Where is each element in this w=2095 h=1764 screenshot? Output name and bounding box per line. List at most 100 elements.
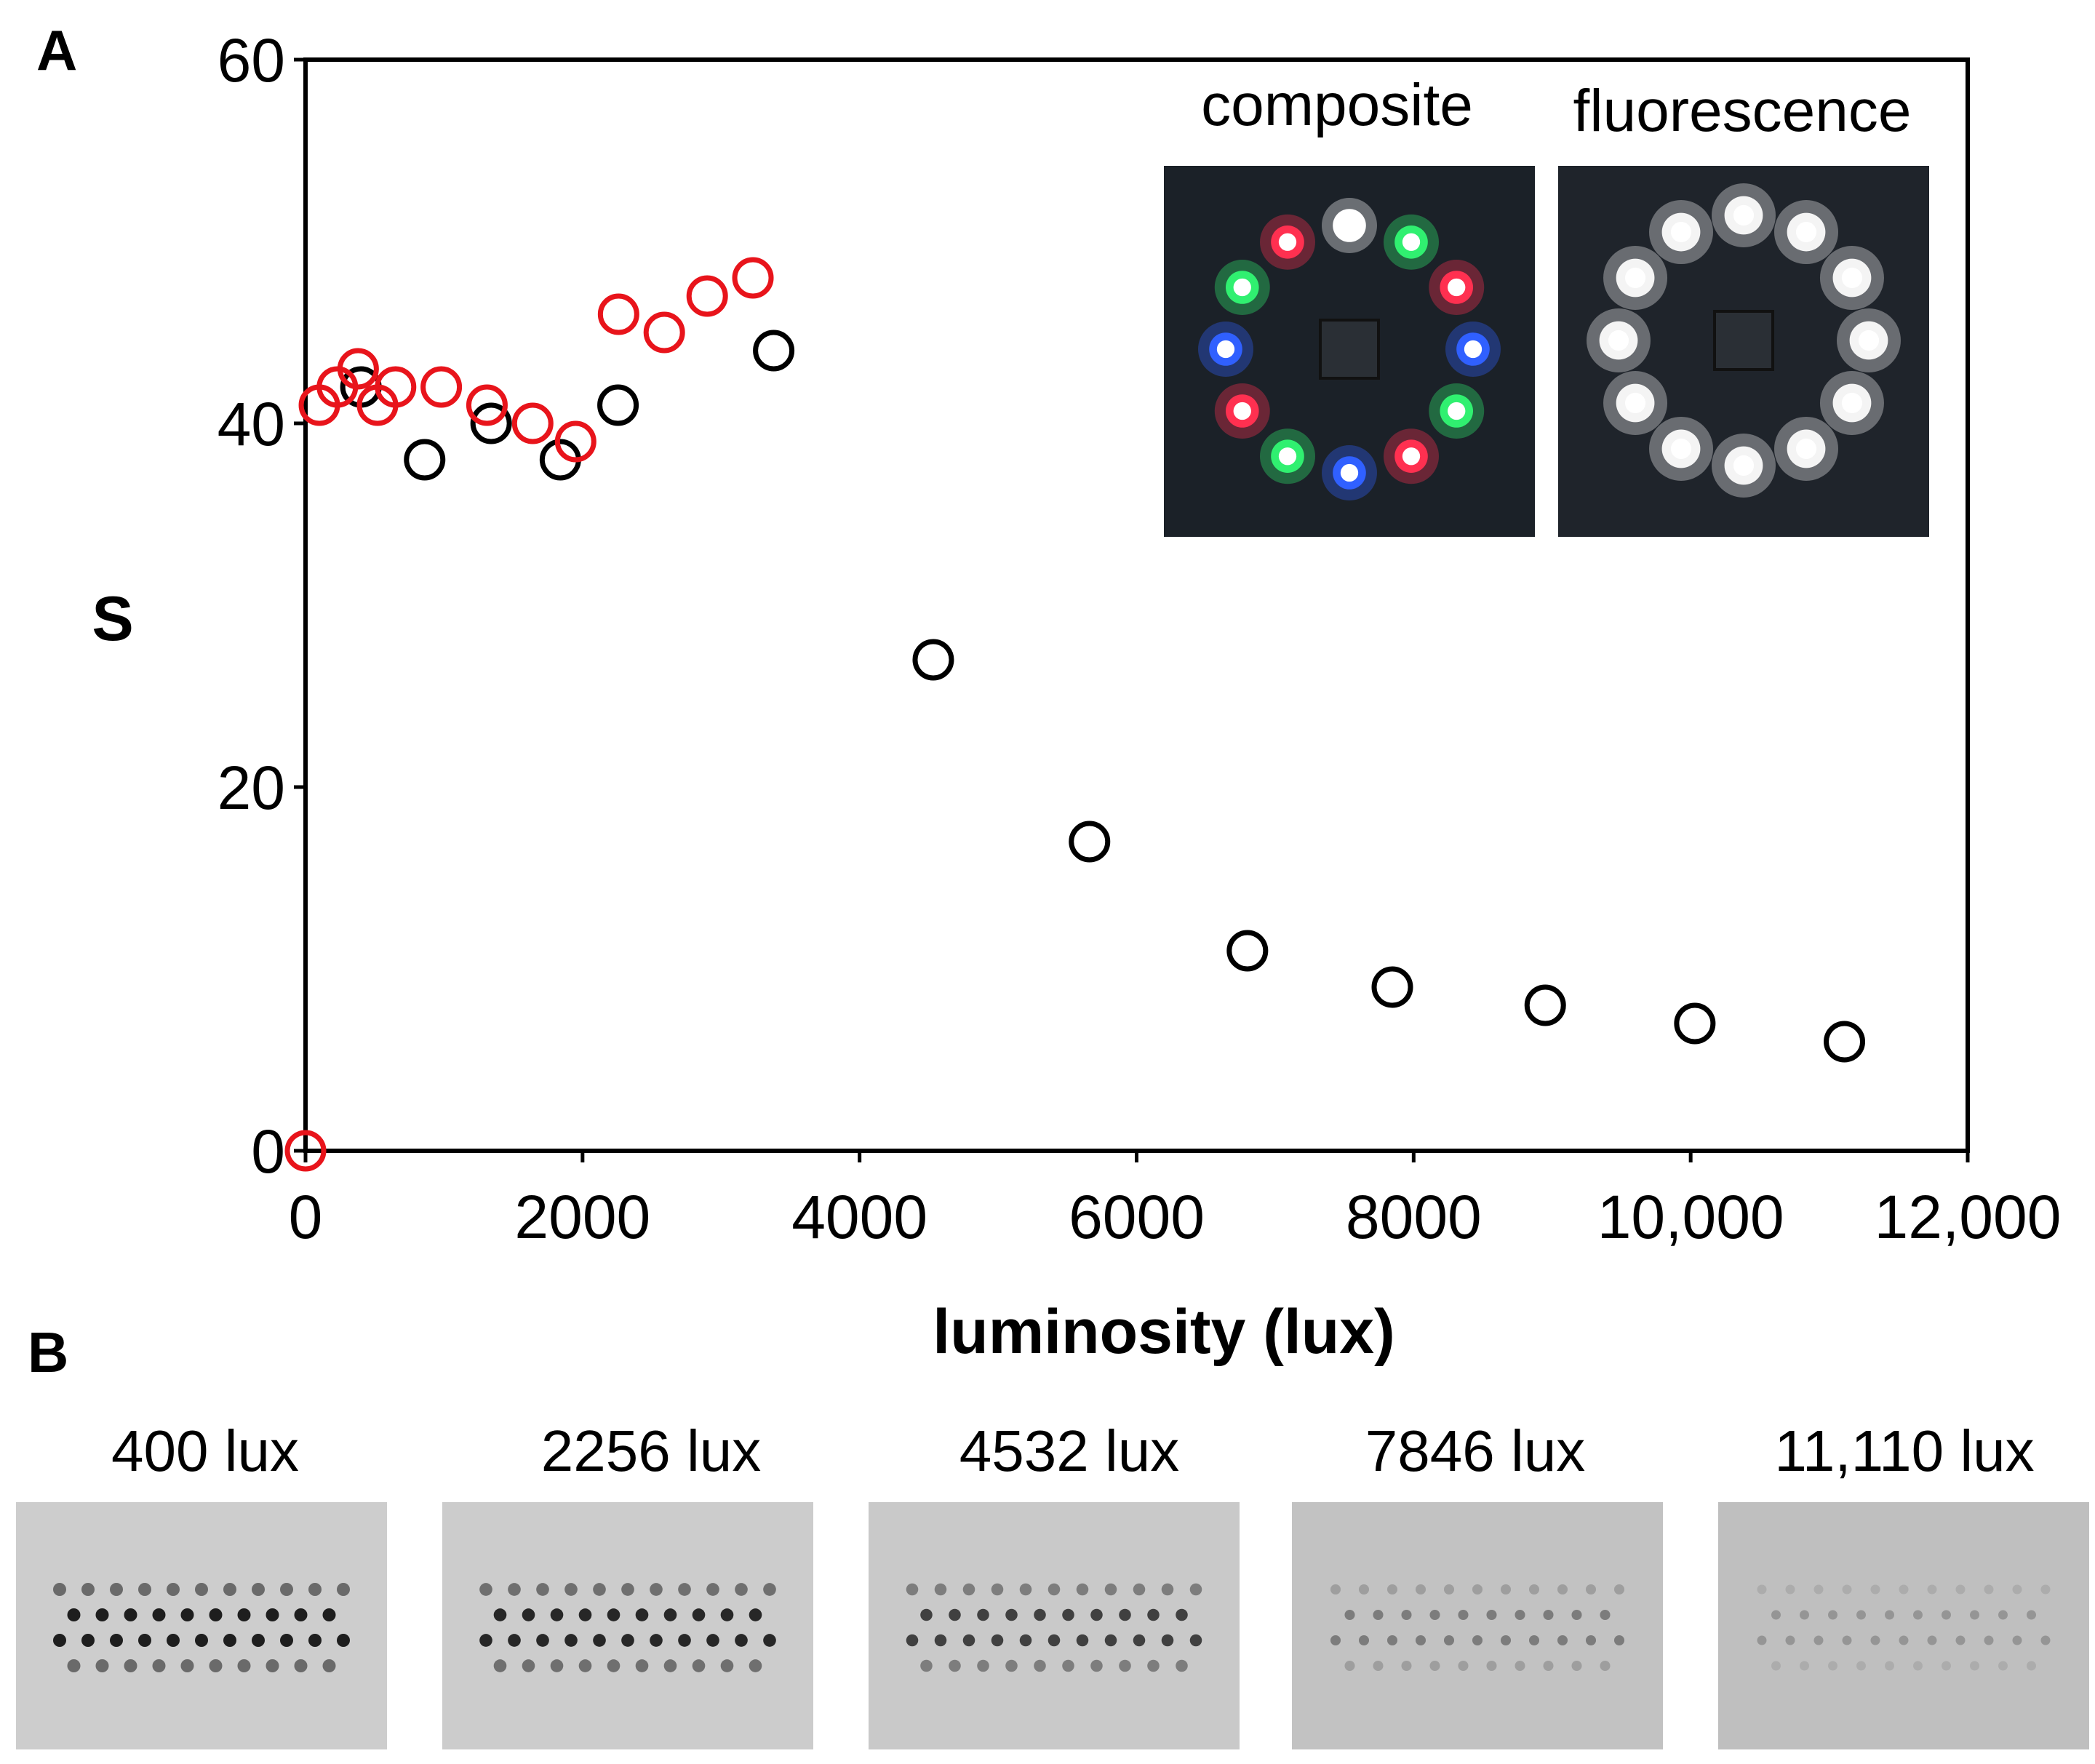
array-dot <box>1344 1609 1355 1621</box>
array-dot <box>1330 1635 1341 1646</box>
array-dot <box>1856 1661 1866 1671</box>
led-core <box>1340 216 1359 235</box>
array-dot <box>493 1608 507 1621</box>
array-dot <box>1358 1584 1370 1595</box>
array-dot <box>1571 1609 1582 1621</box>
array-dot <box>1472 1584 1483 1595</box>
x-tick-label: 12,000 <box>1875 1183 2062 1251</box>
array-dot <box>1828 1610 1837 1620</box>
led-core <box>1624 267 1646 289</box>
array-dot <box>1429 1609 1440 1621</box>
array-dot <box>1970 1610 1979 1620</box>
data-point-series-2 <box>643 311 685 354</box>
array-dot <box>1800 1610 1809 1620</box>
array-dot <box>180 1608 194 1621</box>
array-dot <box>593 1634 606 1647</box>
array-dot <box>1998 1661 2008 1671</box>
array-dot <box>749 1608 762 1621</box>
array-dot <box>1557 1635 1568 1646</box>
array-dot <box>1600 1609 1611 1621</box>
array-dot <box>1119 1659 1131 1672</box>
array-dot <box>1090 1659 1103 1672</box>
led-core <box>1670 221 1692 243</box>
array-dot <box>949 1608 961 1621</box>
array-dot <box>308 1634 322 1647</box>
led-core <box>1448 402 1466 420</box>
array-dot <box>977 1608 989 1621</box>
array-dot <box>536 1634 549 1647</box>
array-dot <box>550 1608 564 1621</box>
array-dot <box>138 1583 151 1596</box>
array-dot <box>720 1659 734 1672</box>
array-dot <box>1147 1659 1160 1672</box>
array-dot <box>152 1608 166 1621</box>
led-core <box>1233 402 1251 420</box>
data-point-series-2 <box>597 293 639 335</box>
array-dot <box>1373 1609 1384 1621</box>
array-dot <box>663 1659 677 1672</box>
array-dot <box>1970 1661 1979 1671</box>
array-dot <box>934 1583 947 1596</box>
led-core <box>1278 233 1297 251</box>
array-dot <box>1472 1635 1483 1646</box>
strip-label: 7846 lux <box>1365 1418 1586 1483</box>
data-point-series-1 <box>597 384 639 426</box>
array-dot <box>564 1634 578 1647</box>
array-dot <box>252 1634 265 1647</box>
array-dot <box>124 1659 137 1672</box>
data-point-series-1 <box>404 439 446 481</box>
array-dot <box>692 1608 706 1621</box>
data-point-series-1 <box>1824 1021 1866 1063</box>
array-dot <box>1927 1584 1937 1595</box>
array-dot <box>67 1659 81 1672</box>
array-dot <box>67 1608 81 1621</box>
array-dot <box>252 1583 265 1596</box>
y-tick-label: 40 <box>218 390 285 458</box>
array-dot <box>266 1659 279 1672</box>
led-core <box>1448 278 1466 297</box>
dot-array-strip <box>869 1502 1240 1749</box>
led-core <box>1402 233 1421 251</box>
array-dot <box>706 1583 719 1596</box>
array-dot <box>536 1583 549 1596</box>
led-core <box>1464 340 1483 359</box>
array-dot <box>1415 1584 1426 1595</box>
x-tick-label: 8000 <box>1346 1183 1482 1251</box>
panel-a-label: A <box>36 18 78 82</box>
array-dot <box>1771 1610 1781 1620</box>
led-core <box>1733 204 1755 226</box>
array-dot <box>1076 1583 1089 1596</box>
data-point-series-2 <box>466 384 508 426</box>
led-core <box>1733 455 1755 476</box>
array-dot <box>522 1608 535 1621</box>
x-tick-label: 0 <box>289 1183 323 1251</box>
led-core <box>1278 447 1297 466</box>
array-dot <box>1429 1660 1440 1672</box>
composite-led-ring <box>1198 198 1501 500</box>
led-core <box>1233 278 1251 297</box>
array-dot <box>735 1634 748 1647</box>
array-dot <box>1800 1661 1809 1671</box>
x-tick-label: 2000 <box>514 1183 650 1251</box>
strip-label: 400 lux <box>111 1418 299 1483</box>
array-dot <box>1415 1635 1426 1646</box>
array-dot <box>294 1659 308 1672</box>
led-core <box>1841 267 1863 289</box>
led-core <box>1841 392 1863 414</box>
array-dot <box>1757 1584 1767 1595</box>
array-dot <box>1358 1635 1370 1646</box>
array-dot <box>1500 1635 1512 1646</box>
array-dot <box>479 1634 492 1647</box>
dot-array-strip <box>1292 1502 1663 1749</box>
array-dot <box>1104 1634 1117 1647</box>
array-dot <box>2027 1610 2036 1620</box>
array-dot <box>1104 1583 1117 1596</box>
array-dot <box>920 1659 933 1672</box>
array-dot <box>95 1659 109 1672</box>
data-point-series-2 <box>732 257 774 299</box>
x-tick-label: 4000 <box>791 1183 927 1251</box>
array-dot <box>223 1583 236 1596</box>
array-dot <box>53 1583 66 1596</box>
led-core <box>1402 447 1421 466</box>
array-dot <box>949 1659 961 1672</box>
